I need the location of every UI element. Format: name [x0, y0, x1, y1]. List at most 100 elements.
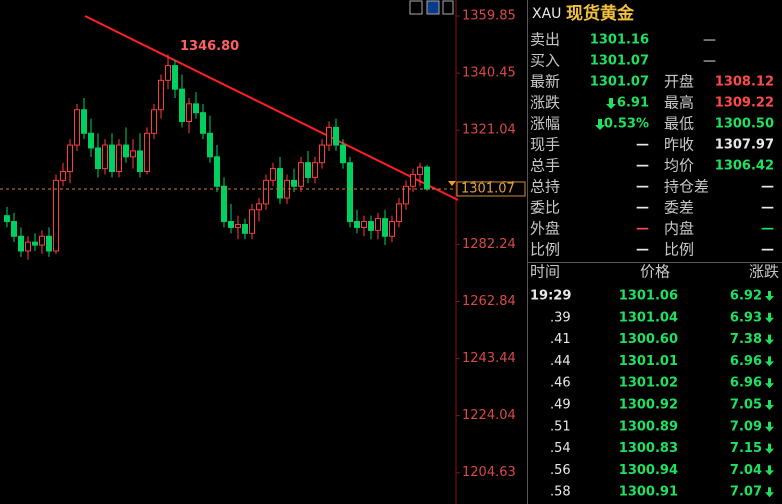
trade-price: 1301.02: [619, 376, 678, 391]
candle-body: [11, 221, 17, 237]
candle-body: [88, 132, 94, 149]
candle-body: [151, 109, 157, 134]
quote-table: 卖出 1301.16 — 买入 1301.07 — 最新 1301.07 开盘 1308.12 涨跌…: [530, 31, 774, 259]
trade-time: .41: [550, 332, 571, 347]
candle-body: [305, 162, 311, 178]
candle-body: [382, 218, 388, 237]
trend-line: [84, 15, 459, 201]
trade-time: .58: [550, 485, 571, 500]
quote-label: 持仓差: [664, 178, 709, 196]
quote-label: 总手: [530, 157, 560, 175]
quote-value: —: [636, 180, 649, 195]
candle-body: [109, 144, 115, 173]
down-arrow: [765, 400, 774, 410]
candle-body: [389, 221, 395, 237]
candle-body: [228, 221, 234, 228]
candle-body: [333, 126, 339, 146]
candle-body: [354, 221, 360, 228]
trade-change: 6.92: [730, 289, 762, 304]
down-arrow: [765, 312, 774, 323]
quote-label: 买入: [530, 52, 560, 70]
quote-value: 1306.42: [715, 159, 774, 174]
quote-label: 开盘: [664, 73, 694, 91]
trade-time: 19:29: [530, 289, 571, 304]
y-tick-label: 1359.85: [462, 9, 516, 24]
candle-body: [235, 223, 241, 228]
candles: [4, 54, 430, 260]
trade-time: .54: [550, 441, 571, 456]
trade-time: .44: [550, 354, 571, 369]
tool-icon[interactable]: [442, 0, 454, 15]
candle-body: [4, 215, 10, 223]
candle-body: [375, 218, 381, 231]
candle-body: [207, 132, 213, 158]
candle-body: [319, 144, 325, 164]
trade-change: 7.38: [730, 332, 762, 347]
trade-change: 7.07: [730, 485, 762, 500]
candle-body: [424, 166, 430, 190]
candle-body: [158, 79, 164, 111]
candle-body: [200, 112, 206, 134]
candle-body: [74, 109, 80, 146]
y-tick-label: 1262.84: [462, 294, 516, 309]
quote-label: 涨幅: [530, 115, 560, 133]
candle-body: [277, 168, 283, 199]
quote-label: 比例: [664, 241, 694, 259]
trade-time: .39: [550, 310, 571, 325]
y-tick-label: 1224.04: [462, 408, 516, 423]
tool-icon[interactable]: [409, 0, 423, 15]
quote-label: 卖出: [530, 31, 560, 49]
y-tick-label: 1282.24: [462, 237, 516, 252]
candle-body: [53, 179, 59, 252]
candle-body: [137, 150, 143, 173]
trade-price: 1300.94: [619, 463, 678, 478]
quote-label: 昨收: [664, 136, 694, 154]
candle-body: [81, 109, 87, 134]
trade-time: .56: [550, 463, 571, 478]
candle-body: [130, 150, 136, 158]
quote-value: 1301.07: [590, 54, 649, 69]
candle-body: [39, 235, 45, 246]
candle-body: [242, 223, 248, 234]
candle-body: [18, 235, 24, 252]
candle-body: [403, 185, 409, 205]
down-arrow: [765, 356, 774, 367]
candle-body: [67, 144, 73, 173]
trade-change: 7.09: [730, 419, 762, 434]
candle-body: [347, 162, 353, 223]
y-tick-label: 1340.45: [462, 66, 516, 81]
quote-value: 1301.07: [590, 75, 649, 90]
down-arrow: [606, 98, 616, 109]
y-tick-label: 1204.63: [462, 465, 516, 480]
candle-body: [417, 166, 423, 175]
candle-body: [410, 173, 416, 187]
quote-value: —: [761, 180, 774, 195]
quote-label: 最新: [530, 73, 560, 91]
tool-icon[interactable]: [426, 0, 440, 15]
candle-body: [361, 221, 367, 228]
candle-body: [46, 235, 52, 252]
candle-body: [102, 144, 108, 170]
trade-price: 1300.89: [619, 419, 678, 434]
candle-body: [172, 65, 178, 90]
candle-body: [123, 144, 129, 158]
quote-value: 1300.50: [715, 117, 774, 132]
trade-time: .51: [550, 419, 571, 434]
quote-label: 均价: [664, 157, 694, 175]
trades-list: 19:29 1301.06 6.92 .39 1301.04 6.93 .41 1300.60…: [530, 289, 774, 500]
candle-body: [396, 203, 402, 223]
quote-value: —: [703, 33, 716, 48]
trade-change: 7.05: [730, 398, 762, 413]
quote-label: 内盘: [664, 220, 694, 238]
candle-body: [291, 179, 297, 187]
down-arrow: [765, 421, 774, 432]
trade-change: 7.15: [730, 441, 762, 456]
down-arrow: [765, 443, 774, 454]
quote-value: 1307.97: [715, 138, 774, 153]
candle-body: [179, 88, 185, 123]
trades-header: 时间: [530, 263, 560, 281]
down-arrow: [765, 378, 774, 389]
trade-price: 1300.92: [619, 398, 678, 413]
candle-body: [25, 241, 31, 252]
